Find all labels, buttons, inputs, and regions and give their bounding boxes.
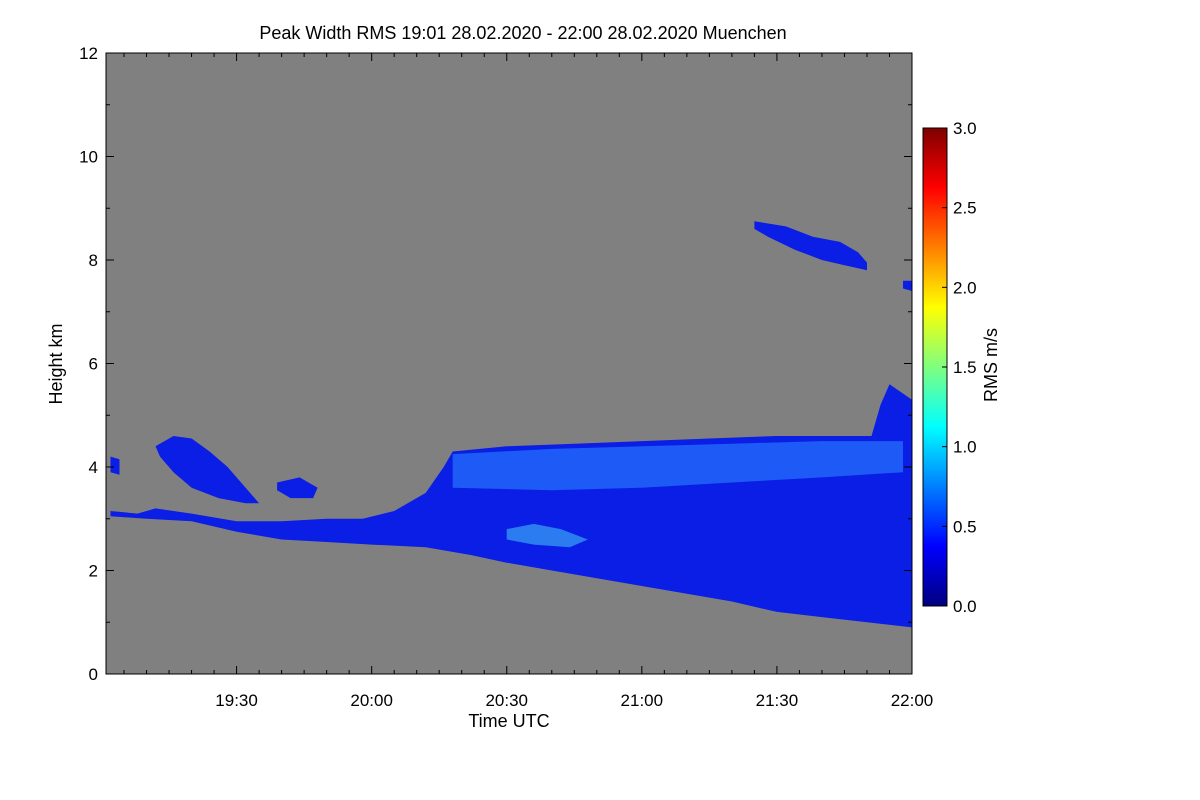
colorbar-tick-label: 2.5 xyxy=(953,199,977,218)
colorbar-tick-label: 3.0 xyxy=(953,119,977,138)
colorbar-ticks: 0.0 0.5 1.0 1.5 2.0 2.5 3.0 xyxy=(942,119,977,616)
colorbar-tick-label: 1.5 xyxy=(953,358,977,377)
x-tick-label: 20:00 xyxy=(350,691,393,710)
echo-region-1 xyxy=(452,441,903,491)
colorbar-tick-label: 2.0 xyxy=(953,278,977,297)
data-regions xyxy=(110,221,912,628)
y-tick-label: 4 xyxy=(89,458,98,477)
x-tick-label: 19:30 xyxy=(215,691,258,710)
x-axis-label: Time UTC xyxy=(468,711,549,731)
y-tick-label: 6 xyxy=(89,355,98,374)
x-tick-label: 21:00 xyxy=(621,691,664,710)
y-tick-label: 12 xyxy=(79,44,98,63)
chart-title: Peak Width RMS 19:01 28.02.2020 - 22:00 … xyxy=(259,23,786,43)
echo-region-6 xyxy=(903,280,912,291)
colorbar-tick-label: 0.5 xyxy=(953,517,977,536)
colorbar-tick-label: 0.0 xyxy=(953,597,977,616)
colorbar-tick-label: 1.0 xyxy=(953,438,977,457)
echo-region-3 xyxy=(155,436,260,504)
x-axis-ticks: 19:30 20:00 20:30 21:00 21:30 22:00 xyxy=(123,53,934,710)
colorbar-label: RMS m/s xyxy=(981,328,1001,402)
x-tick-label: 20:30 xyxy=(485,691,528,710)
x-tick-label: 21:30 xyxy=(756,691,799,710)
x-tick-label: 22:00 xyxy=(891,691,934,710)
y-tick-label: 8 xyxy=(89,251,98,270)
y-axis-ticks: 0 2 4 6 8 10 12 xyxy=(79,44,912,684)
echo-region-2 xyxy=(506,523,588,548)
echo-region-4 xyxy=(277,477,318,499)
echo-region-5 xyxy=(754,221,867,271)
y-tick-label: 0 xyxy=(89,665,98,684)
y-tick-label: 10 xyxy=(79,148,98,167)
y-tick-label: 2 xyxy=(89,562,98,581)
echo-region-7 xyxy=(110,456,120,475)
y-axis-label: Height km xyxy=(46,323,66,404)
